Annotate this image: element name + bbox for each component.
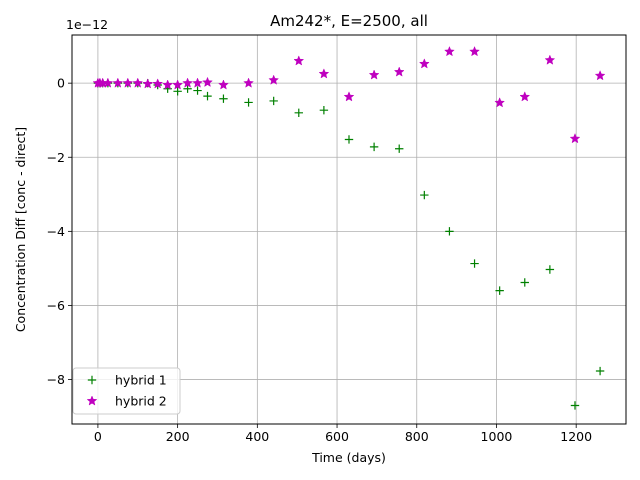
data-point (495, 286, 504, 295)
data-point (172, 79, 184, 90)
data-point (519, 91, 531, 102)
legend-marker-hybrid-1 (87, 375, 97, 385)
data-point (418, 58, 430, 69)
y-axis-title: Concentration Diff [conc - direct] (13, 127, 28, 332)
data-point (243, 77, 254, 88)
data-point (244, 98, 253, 107)
x-tick-label: 800 (405, 429, 429, 444)
legend: hybrid 1 hybrid 2 (72, 367, 181, 415)
data-point (183, 84, 192, 93)
x-tick-label: 400 (245, 429, 269, 444)
legend-label-hybrid-2: hybrid 2 (115, 394, 167, 409)
data-point (219, 94, 228, 103)
data-point (152, 78, 164, 89)
chart-title: Am242*, E=2500, all (270, 12, 428, 30)
series-2 (92, 45, 606, 144)
y-tick-label: 0 (57, 76, 65, 91)
data-point (344, 135, 354, 144)
plot-data (92, 45, 606, 410)
data-point (444, 45, 455, 57)
x-tick-label: 1200 (560, 429, 592, 444)
x-axis-title: Time (days) (311, 450, 386, 465)
data-point (469, 45, 480, 57)
data-point (268, 74, 280, 85)
axis-ticks: 0 200 400 600 800 1000 1200 −8 −6 −4 −2 0 (47, 76, 593, 444)
y-axis-offset-label: 1e−12 (66, 17, 108, 32)
data-point (545, 265, 555, 274)
data-point (173, 87, 182, 96)
data-point (202, 76, 213, 88)
y-tick-label: −6 (47, 298, 65, 313)
data-point (193, 86, 202, 95)
data-point (395, 144, 404, 153)
data-point (269, 96, 278, 106)
x-tick-label: 600 (325, 429, 349, 444)
data-point (368, 69, 380, 80)
data-point (570, 401, 580, 410)
y-tick-label: −4 (47, 224, 65, 239)
data-point (544, 54, 556, 65)
x-tick-label: 0 (94, 429, 102, 444)
y-tick-label: −2 (47, 150, 65, 165)
legend-marker-hybrid-2 (86, 395, 98, 406)
x-tick-label: 200 (166, 429, 190, 444)
data-point (595, 366, 605, 376)
data-point (192, 77, 203, 88)
data-point (594, 70, 606, 81)
data-point (142, 78, 154, 89)
data-point (122, 77, 134, 88)
data-point (218, 79, 229, 90)
legend-box (72, 367, 181, 415)
x-tick-label: 1000 (481, 429, 513, 444)
data-point (182, 77, 193, 88)
legend-marker-symbol (86, 395, 98, 406)
data-point (445, 227, 454, 236)
data-point (369, 142, 379, 152)
data-point (162, 79, 174, 90)
plot-frame (71, 34, 627, 425)
y-tick-label: −8 (47, 372, 65, 387)
data-point (132, 77, 144, 88)
data-point (393, 66, 405, 77)
data-point (470, 259, 479, 268)
data-point (203, 91, 212, 101)
data-point (294, 108, 303, 117)
legend-marker-symbol (87, 375, 97, 385)
data-point (343, 91, 355, 102)
data-point (494, 97, 506, 108)
data-point (318, 68, 330, 79)
data-point (569, 133, 581, 144)
data-point (420, 190, 429, 200)
legend-label-hybrid-1: hybrid 1 (115, 373, 167, 388)
data-point (293, 55, 305, 66)
data-point (112, 77, 124, 88)
data-point (520, 278, 529, 287)
data-point (319, 106, 329, 115)
data-point (102, 77, 114, 88)
